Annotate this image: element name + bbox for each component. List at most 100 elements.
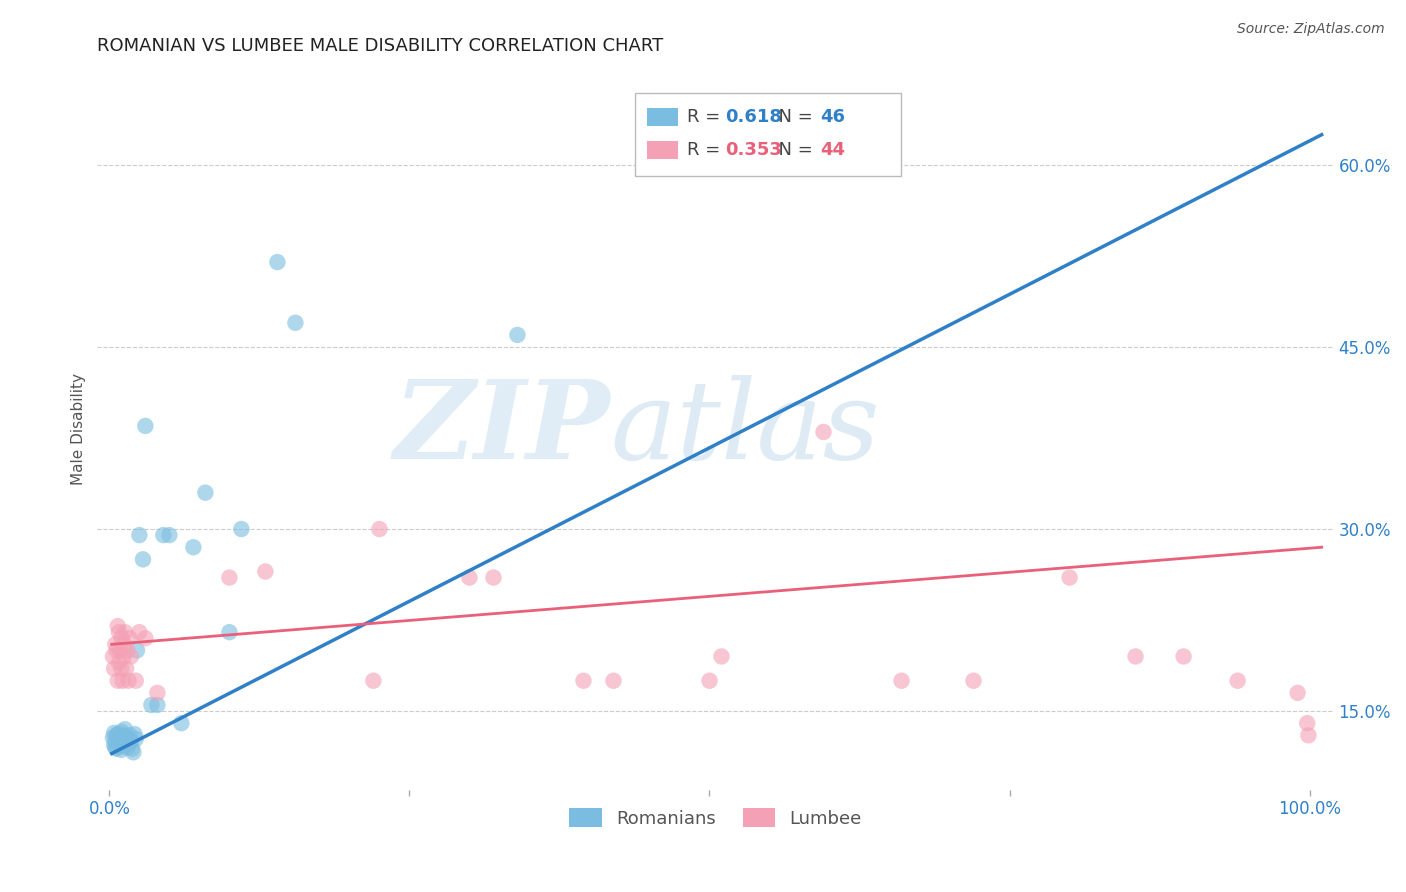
Point: [117, 731, 139, 745]
Point: [962, 673, 984, 688]
Point: [103, 738, 125, 752]
Point: [105, 643, 128, 657]
Point: [146, 698, 169, 712]
Point: [813, 425, 835, 439]
Point: [107, 736, 129, 750]
Point: [108, 739, 131, 754]
Point: [125, 643, 148, 657]
Point: [284, 316, 307, 330]
Point: [699, 673, 721, 688]
Point: [368, 522, 391, 536]
Point: [104, 740, 127, 755]
Point: [1059, 571, 1081, 585]
Point: [107, 727, 129, 741]
Point: [363, 673, 385, 688]
Point: [107, 619, 129, 633]
Point: [1125, 649, 1147, 664]
Point: [112, 728, 135, 742]
Point: [1286, 686, 1309, 700]
Point: [114, 723, 136, 737]
Point: [134, 632, 156, 646]
Point: [101, 649, 124, 664]
Point: [111, 737, 134, 751]
Point: [114, 625, 136, 640]
Point: [110, 743, 132, 757]
Point: [194, 485, 217, 500]
Point: [482, 571, 505, 585]
Point: [266, 255, 288, 269]
Text: 44: 44: [821, 141, 845, 159]
Point: [134, 418, 156, 433]
Point: [218, 571, 240, 585]
Point: [183, 541, 205, 555]
Point: [125, 673, 148, 688]
Point: [103, 726, 125, 740]
Point: [120, 649, 142, 664]
Text: N =: N =: [768, 141, 818, 159]
Point: [110, 632, 132, 646]
Point: [117, 737, 139, 751]
Point: [103, 662, 125, 676]
Point: [458, 571, 481, 585]
Point: [114, 738, 136, 752]
Point: [108, 656, 131, 670]
Point: [118, 632, 141, 646]
Point: [124, 727, 146, 741]
Text: Source: ZipAtlas.com: Source: ZipAtlas.com: [1237, 22, 1385, 37]
Text: atlas: atlas: [610, 376, 880, 483]
Point: [117, 740, 139, 755]
Point: [110, 662, 132, 676]
Point: [108, 625, 131, 640]
Point: [115, 734, 138, 748]
FancyBboxPatch shape: [648, 141, 679, 159]
Point: [572, 673, 595, 688]
FancyBboxPatch shape: [648, 108, 679, 126]
Text: 0.353: 0.353: [725, 141, 782, 159]
Point: [710, 649, 733, 664]
Point: [157, 528, 180, 542]
Text: R =: R =: [688, 141, 725, 159]
Point: [112, 649, 135, 664]
Point: [108, 730, 131, 744]
Point: [112, 733, 135, 747]
Point: [506, 327, 529, 342]
Point: [146, 686, 169, 700]
Point: [231, 522, 253, 536]
Point: [254, 565, 277, 579]
Point: [602, 673, 624, 688]
Point: [1226, 673, 1249, 688]
Point: [117, 673, 139, 688]
Point: [108, 734, 131, 748]
Point: [128, 528, 150, 542]
Point: [105, 741, 128, 756]
Point: [1298, 728, 1320, 742]
Text: 46: 46: [821, 108, 845, 126]
Legend: Romanians, Lumbee: Romanians, Lumbee: [562, 801, 869, 835]
Point: [890, 673, 912, 688]
Point: [125, 731, 148, 746]
Point: [128, 625, 150, 640]
Text: R =: R =: [688, 108, 725, 126]
Point: [120, 734, 142, 748]
Text: N =: N =: [768, 108, 818, 126]
Text: ZIP: ZIP: [394, 376, 610, 483]
Point: [101, 731, 124, 745]
Point: [122, 745, 145, 759]
Point: [104, 733, 127, 747]
Point: [1173, 649, 1195, 664]
Point: [112, 637, 135, 651]
Point: [110, 724, 132, 739]
Point: [107, 673, 129, 688]
Point: [118, 728, 141, 742]
Point: [115, 662, 138, 676]
Point: [152, 528, 174, 542]
Point: [104, 637, 127, 651]
Point: [105, 728, 128, 742]
Point: [132, 552, 155, 566]
Point: [111, 673, 134, 688]
Y-axis label: Male Disability: Male Disability: [72, 373, 86, 485]
Point: [218, 625, 240, 640]
Point: [170, 716, 193, 731]
Point: [108, 643, 131, 657]
Text: 0.618: 0.618: [725, 108, 782, 126]
